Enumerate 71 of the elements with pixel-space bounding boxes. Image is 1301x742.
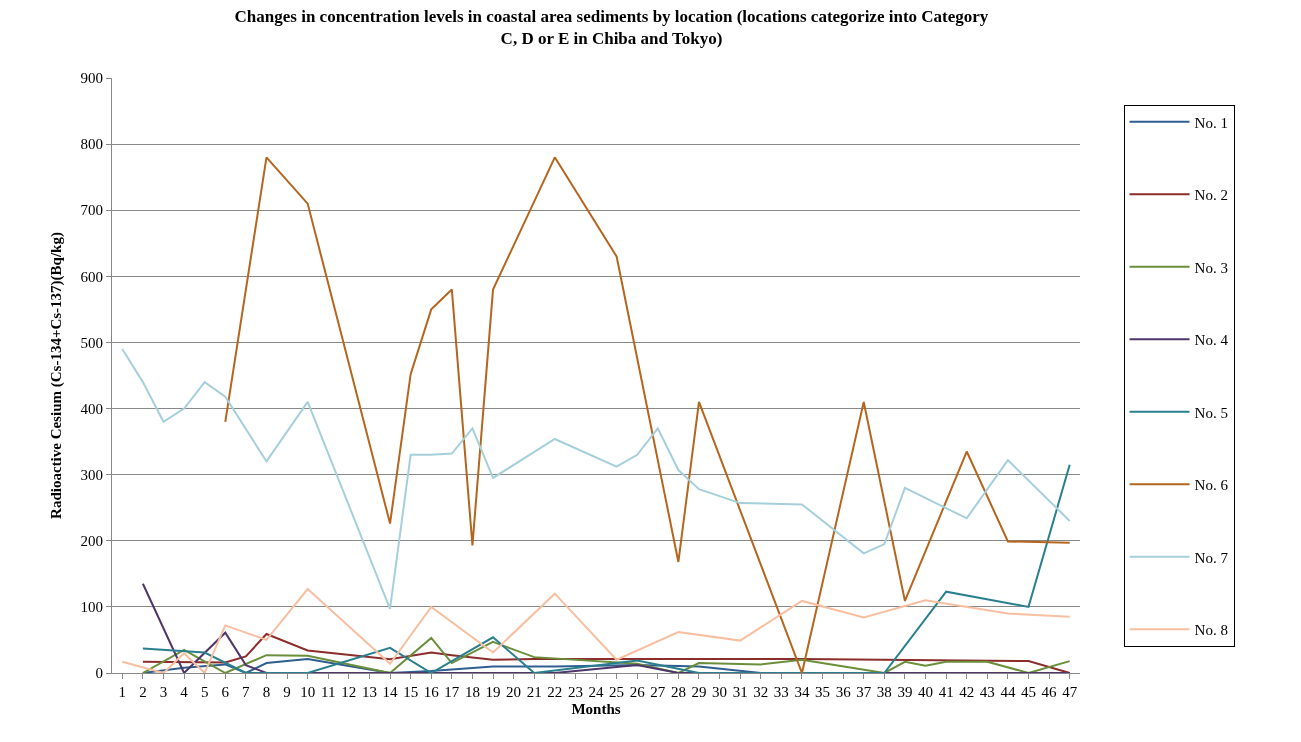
x-tick-label: 15 [403,684,419,700]
x-tick-label: 18 [464,684,480,700]
x-tick-label: 40 [918,684,934,700]
legend-label: No. 8 [1194,622,1228,639]
y-tick-label: 100 [80,599,103,616]
x-tick-label: 21 [526,684,542,700]
x-tick-label: 10 [300,684,316,700]
x-tick-label: 12 [341,684,357,700]
x-tick-label: 47 [1062,684,1078,700]
x-tick-label: 34 [794,684,810,700]
x-tick-label: 8 [262,684,271,700]
x-tick-label: 26 [629,684,646,700]
x-tick-label: 2 [139,684,147,700]
x-tick-label: 29 [691,684,707,700]
x-tick-label: 14 [382,684,399,700]
x-tick-label: 23 [567,684,583,700]
x-tick-label: 45 [1021,684,1037,700]
x-tick-label: 3 [159,684,168,700]
x-tick-label: 20 [506,684,522,700]
y-tick-label: 0 [95,665,103,682]
x-tick-label: 19 [485,684,501,700]
x-tick-label: 39 [897,684,913,700]
line-series [224,156,1071,673]
x-tick-label: 42 [959,684,975,700]
x-tick-label: 17 [444,684,460,700]
x-tick-label: 43 [979,684,995,700]
legend-label: No. 7 [1194,549,1229,566]
x-tick-label: 38 [876,684,892,700]
legend-label: No. 3 [1194,259,1228,276]
x-tick-label: 25 [609,684,625,700]
x-tick-label: 13 [361,684,377,700]
y-tick-label: 800 [80,136,103,153]
x-tick-label: 37 [856,684,872,700]
x-tick-label: 6 [221,684,230,700]
legend-label: No. 4 [1194,332,1229,349]
y-tick-label: 600 [80,268,103,285]
x-tick-label: 41 [938,684,954,700]
x-tick-label: 9 [283,684,291,700]
x-tick-label: 31 [732,684,748,700]
x-tick-label: 11 [321,684,336,700]
x-tick-label: 1 [118,684,127,700]
x-tick-label: 30 [712,684,728,700]
x-tick-label: 24 [588,684,604,700]
line-series [121,348,1071,610]
legend-label: No. 6 [1194,477,1229,494]
x-tick-label: 7 [242,684,251,700]
x-tick-label: 36 [835,684,852,700]
x-tick-label: 22 [547,684,563,700]
x-tick-label: 28 [670,684,686,700]
x-tick-label: 32 [753,684,769,700]
x-tick-label: 4 [180,684,189,700]
y-axis-title: Radioactive Cesium (Cs-134+Cs-137)(Bq/kg) [47,232,65,519]
x-tick-label: 44 [1000,684,1016,700]
x-tick-label: 27 [650,684,666,700]
legend-label: No. 5 [1194,404,1228,421]
x-tick-label: 16 [423,684,440,700]
y-tick-label: 400 [80,400,103,417]
x-axis-title: Months [571,701,621,717]
legend-label: No. 1 [1194,114,1228,131]
line-series [141,463,1071,673]
y-tick-label: 300 [80,466,103,483]
y-tick-label: 700 [80,202,103,219]
y-tick-label: 500 [80,334,103,351]
x-tick-label: 33 [773,684,789,700]
y-tick-label: 900 [80,70,103,87]
y-tick-label: 200 [80,533,103,550]
x-tick-label: 46 [1041,684,1058,700]
chart-title: Changes in concentration levels in coastal area sediments by location (locations categorize into Category C, D or E in Chiba and Tokyo) [234,7,989,49]
x-tick-label: 5 [200,684,209,700]
x-tick-label: 35 [815,684,831,700]
legend-label: No. 2 [1194,187,1228,204]
